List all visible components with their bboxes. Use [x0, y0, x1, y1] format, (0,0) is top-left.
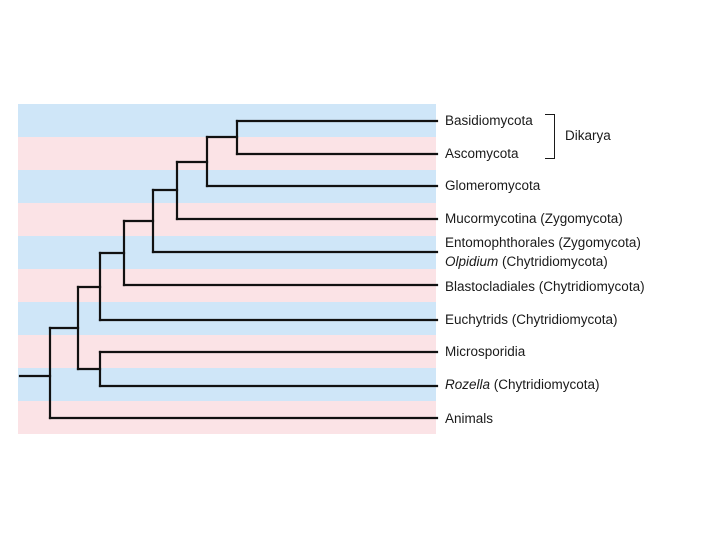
taxon-label: Basidiomycota	[445, 113, 533, 129]
band-blue	[18, 368, 436, 401]
taxon-name: Mucormycotina (Zygomycota)	[445, 211, 623, 226]
taxon-name: Entomophthorales (Zygomycota)	[445, 235, 641, 250]
dikarya-label: Dikarya	[565, 128, 611, 143]
taxon-group: (Chytridiomycota)	[490, 377, 600, 392]
taxon-name: Blastocladiales (Chytridiomycota)	[445, 279, 645, 294]
taxon-label: Entomophthorales (Zygomycota)	[445, 235, 641, 251]
taxon-name: Basidiomycota	[445, 113, 533, 128]
taxon-label: Microsporidia	[445, 344, 525, 360]
taxon-label: Ascomycota	[445, 146, 519, 162]
taxon-name: Microsporidia	[445, 344, 526, 359]
taxon-genus: Olpidium	[445, 254, 499, 269]
taxon-genus: Rozella	[445, 377, 491, 392]
taxon-label: Euchytrids (Chytridiomycota)	[445, 312, 618, 328]
taxon-name: Animals	[445, 411, 494, 426]
taxon-label: Animals	[445, 411, 493, 427]
taxon-name: Euchytrids (Chytridiomycota)	[445, 312, 618, 327]
taxon-label: Blastocladiales (Chytridiomycota)	[445, 279, 645, 295]
taxon-name: Ascomycota	[445, 146, 519, 161]
taxon-label: Glomeromycota	[445, 178, 540, 194]
taxon-label: Mucormycotina (Zygomycota)	[445, 211, 623, 227]
band-blue	[18, 302, 436, 335]
taxon-name: Glomeromycota	[445, 178, 541, 193]
taxon-label: Olpidium (Chytridiomycota)	[445, 254, 608, 270]
taxon-group: (Chytridiomycota)	[498, 254, 608, 269]
taxon-label: Rozella (Chytridiomycota)	[445, 377, 600, 393]
dikarya-bracket	[545, 114, 555, 159]
